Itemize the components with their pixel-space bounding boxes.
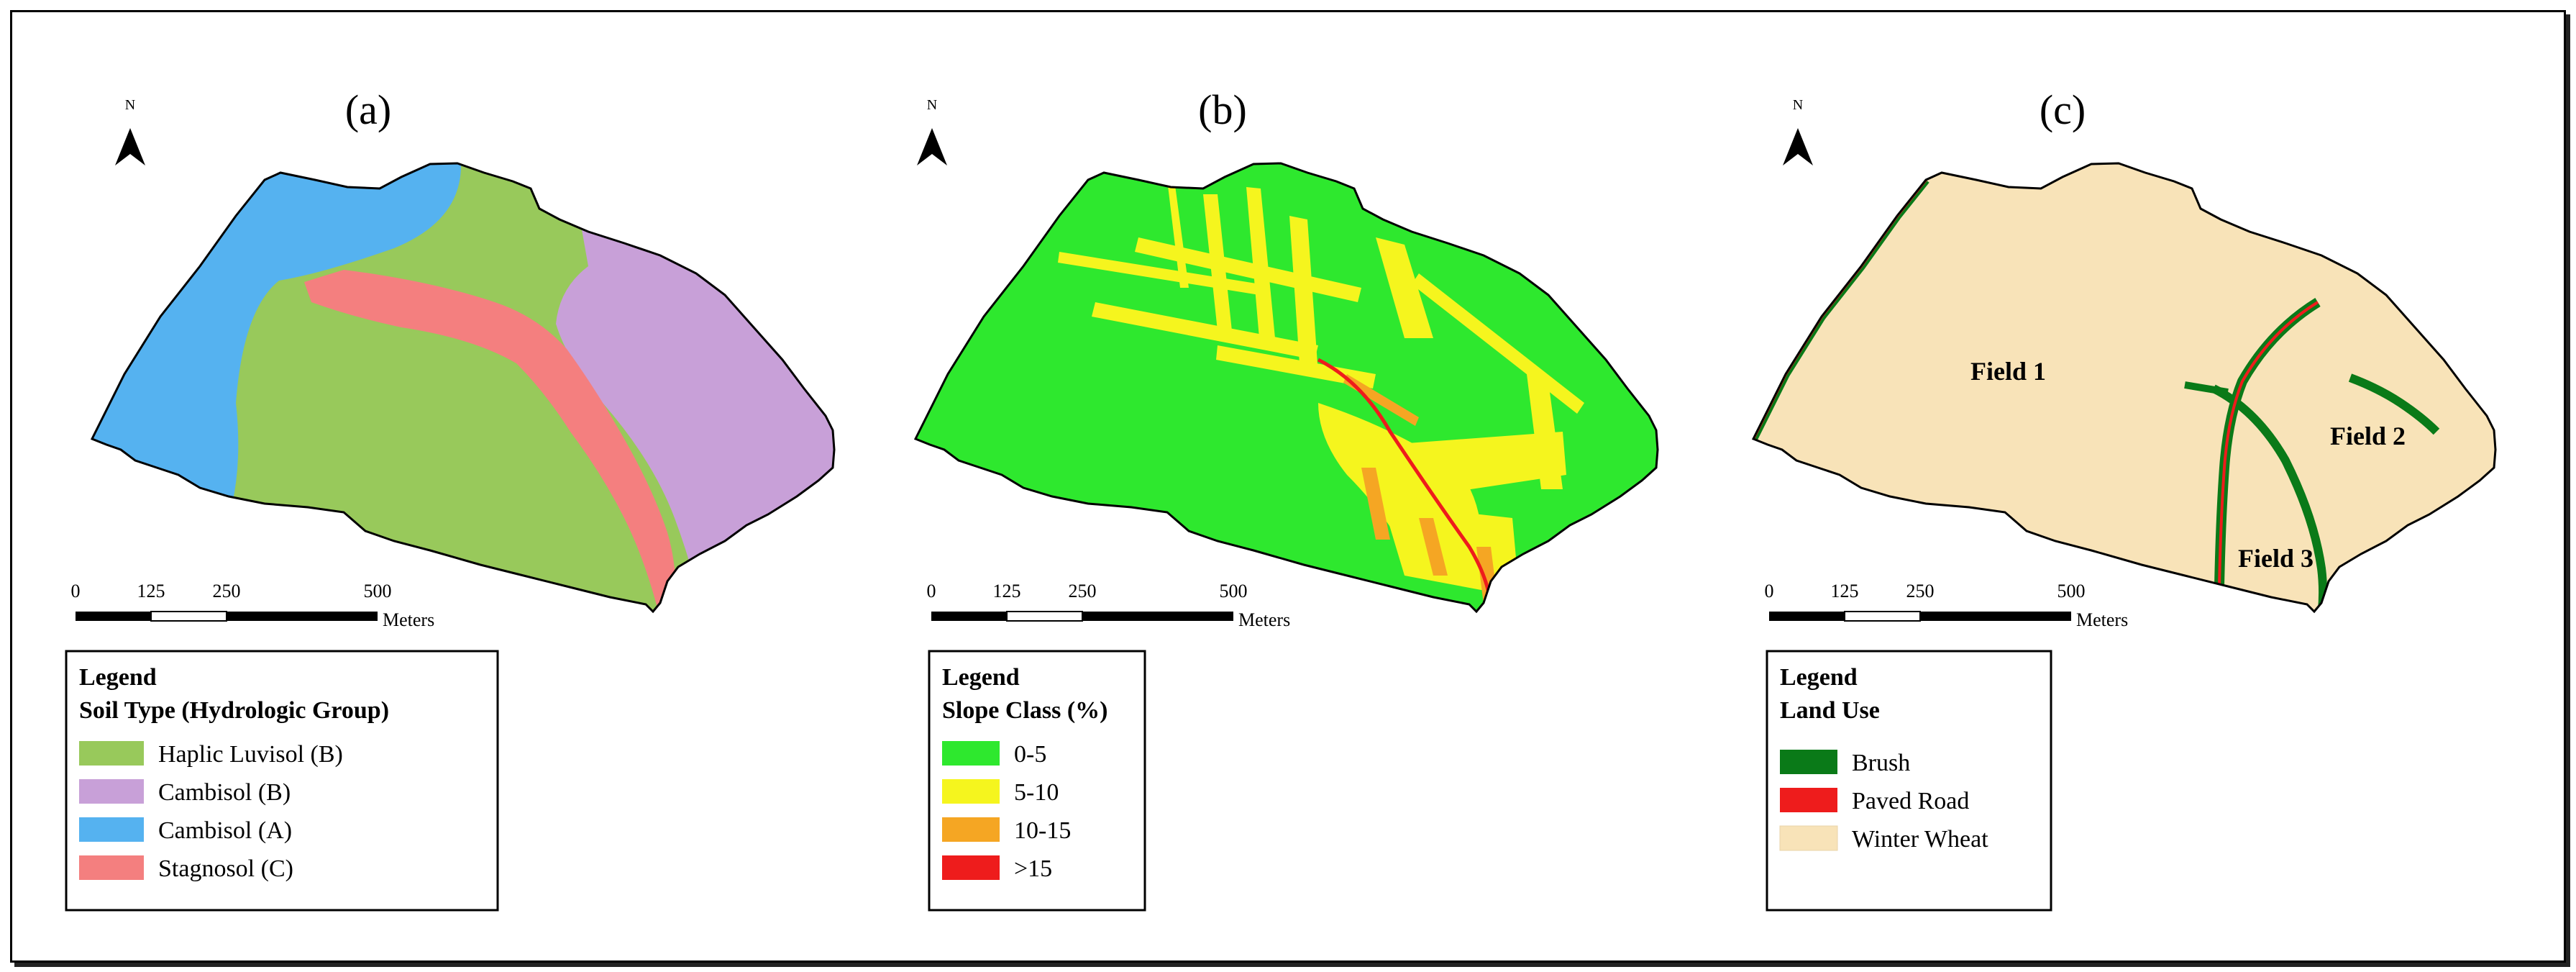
scale-bar: 0 125 250 500 Meters (1765, 581, 2129, 630)
svg-text:0: 0 (71, 581, 81, 601)
panel-label-c: (c) (2040, 86, 2086, 133)
svg-text:Legend: Legend (1780, 664, 1858, 691)
svg-text:500: 500 (2057, 581, 2086, 601)
svg-text:N: N (927, 97, 937, 113)
svg-text:500: 500 (364, 581, 392, 601)
legend-item: 10-15 (1014, 817, 1071, 844)
legend-item: Haplic Luvisol (B) (158, 741, 343, 768)
svg-text:N: N (1793, 97, 1803, 113)
legend-item: Brush (1852, 750, 1910, 776)
soil-stagnosol (304, 270, 677, 612)
legend-item: 5-10 (1014, 779, 1059, 806)
slope-over-15 (1317, 358, 1493, 612)
north-label: N (125, 97, 135, 113)
svg-text:Meters: Meters (1238, 609, 1290, 630)
svg-text:Land Use: Land Use (1780, 697, 1880, 724)
field-3-label: Field 3 (2238, 544, 2314, 573)
legend-item: Stagnosol (C) (158, 855, 293, 882)
field-2-label: Field 2 (2330, 422, 2406, 450)
north-arrow-icon: N (1783, 97, 1813, 165)
panel-a: (a) N 0 125 250 500 Meters Lege (65, 86, 836, 912)
legend-item: Paved Road (1852, 788, 1969, 814)
scale-bar: 0 125 250 500 Meters (71, 581, 435, 630)
legend-item: Cambisol (A) (158, 817, 292, 844)
legend-c: Legend Land Use Brush Paved Road Winter … (1766, 650, 2052, 912)
map-soil-type (91, 162, 836, 613)
north-arrow-icon: N (115, 97, 145, 165)
svg-text:Meters: Meters (383, 609, 434, 630)
legend-a: Legend Soil Type (Hydrologic Group) Hapl… (65, 650, 499, 912)
map-land-use (1752, 162, 2497, 613)
legend-item: >15 (1014, 855, 1052, 882)
svg-text:Soil Type (Hydrologic Group): Soil Type (Hydrologic Group) (79, 697, 389, 724)
svg-text:Meters: Meters (2076, 609, 2128, 630)
svg-text:125: 125 (137, 581, 165, 601)
scale-bar: 0 125 250 500 Meters (927, 581, 1291, 630)
slope-5-10 (1058, 180, 1584, 597)
panel-c: (c) N Field 1 Field 2 Field 3 0 125 250 (1752, 86, 2497, 912)
panel-label-b: (b) (1198, 86, 1247, 133)
panel-label-a: (a) (345, 86, 391, 133)
panel-b: (b) N (914, 86, 1659, 912)
legend-item: Winter Wheat (1852, 826, 1988, 853)
svg-text:500: 500 (1220, 581, 1248, 601)
svg-text:250: 250 (213, 581, 241, 601)
legend-item: Cambisol (B) (158, 779, 291, 806)
svg-text:Slope Class (%): Slope Class (%) (942, 697, 1107, 724)
legend-b: Legend Slope Class (%) 0-5 5-10 10-15 >1… (928, 650, 1146, 912)
field-1-label: Field 1 (1970, 357, 2046, 386)
svg-text:250: 250 (1069, 581, 1097, 601)
svg-text:Legend: Legend (942, 664, 1020, 691)
legend-item: 0-5 (1014, 741, 1046, 768)
svg-text:0: 0 (927, 581, 936, 601)
north-arrow-icon: N (917, 97, 947, 165)
svg-text:125: 125 (993, 581, 1021, 601)
svg-text:Legend: Legend (79, 664, 157, 691)
svg-text:0: 0 (1765, 581, 1774, 601)
svg-text:250: 250 (1906, 581, 1935, 601)
map-slope-class (914, 162, 1659, 613)
svg-text:125: 125 (1831, 581, 1859, 601)
